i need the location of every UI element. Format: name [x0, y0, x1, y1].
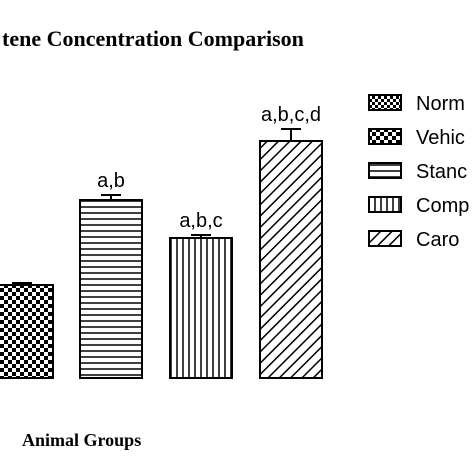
- legend-swatch: [368, 162, 402, 179]
- annotation: a,b,c: [179, 210, 222, 232]
- bar: [79, 199, 143, 379]
- bar: [0, 284, 54, 379]
- legend-label: Stanc: [416, 161, 467, 183]
- x-axis-label: Animal Groups: [22, 430, 141, 450]
- annotation: a,b,c,d: [261, 104, 321, 126]
- chart-title: tene Concentration Comparison: [2, 26, 304, 51]
- legend-swatch: [368, 128, 402, 145]
- legend-label: Norm: [416, 93, 465, 115]
- bar: [169, 237, 233, 379]
- legend-label: Comp: [416, 195, 469, 217]
- legend-swatch: [368, 230, 402, 247]
- legend-swatch: [368, 94, 402, 111]
- legend-swatch: [368, 196, 402, 213]
- legend-label: Vehic: [416, 127, 465, 149]
- bar: [259, 140, 323, 379]
- annotation: a,b: [97, 170, 125, 192]
- legend-label: Caro: [416, 229, 459, 251]
